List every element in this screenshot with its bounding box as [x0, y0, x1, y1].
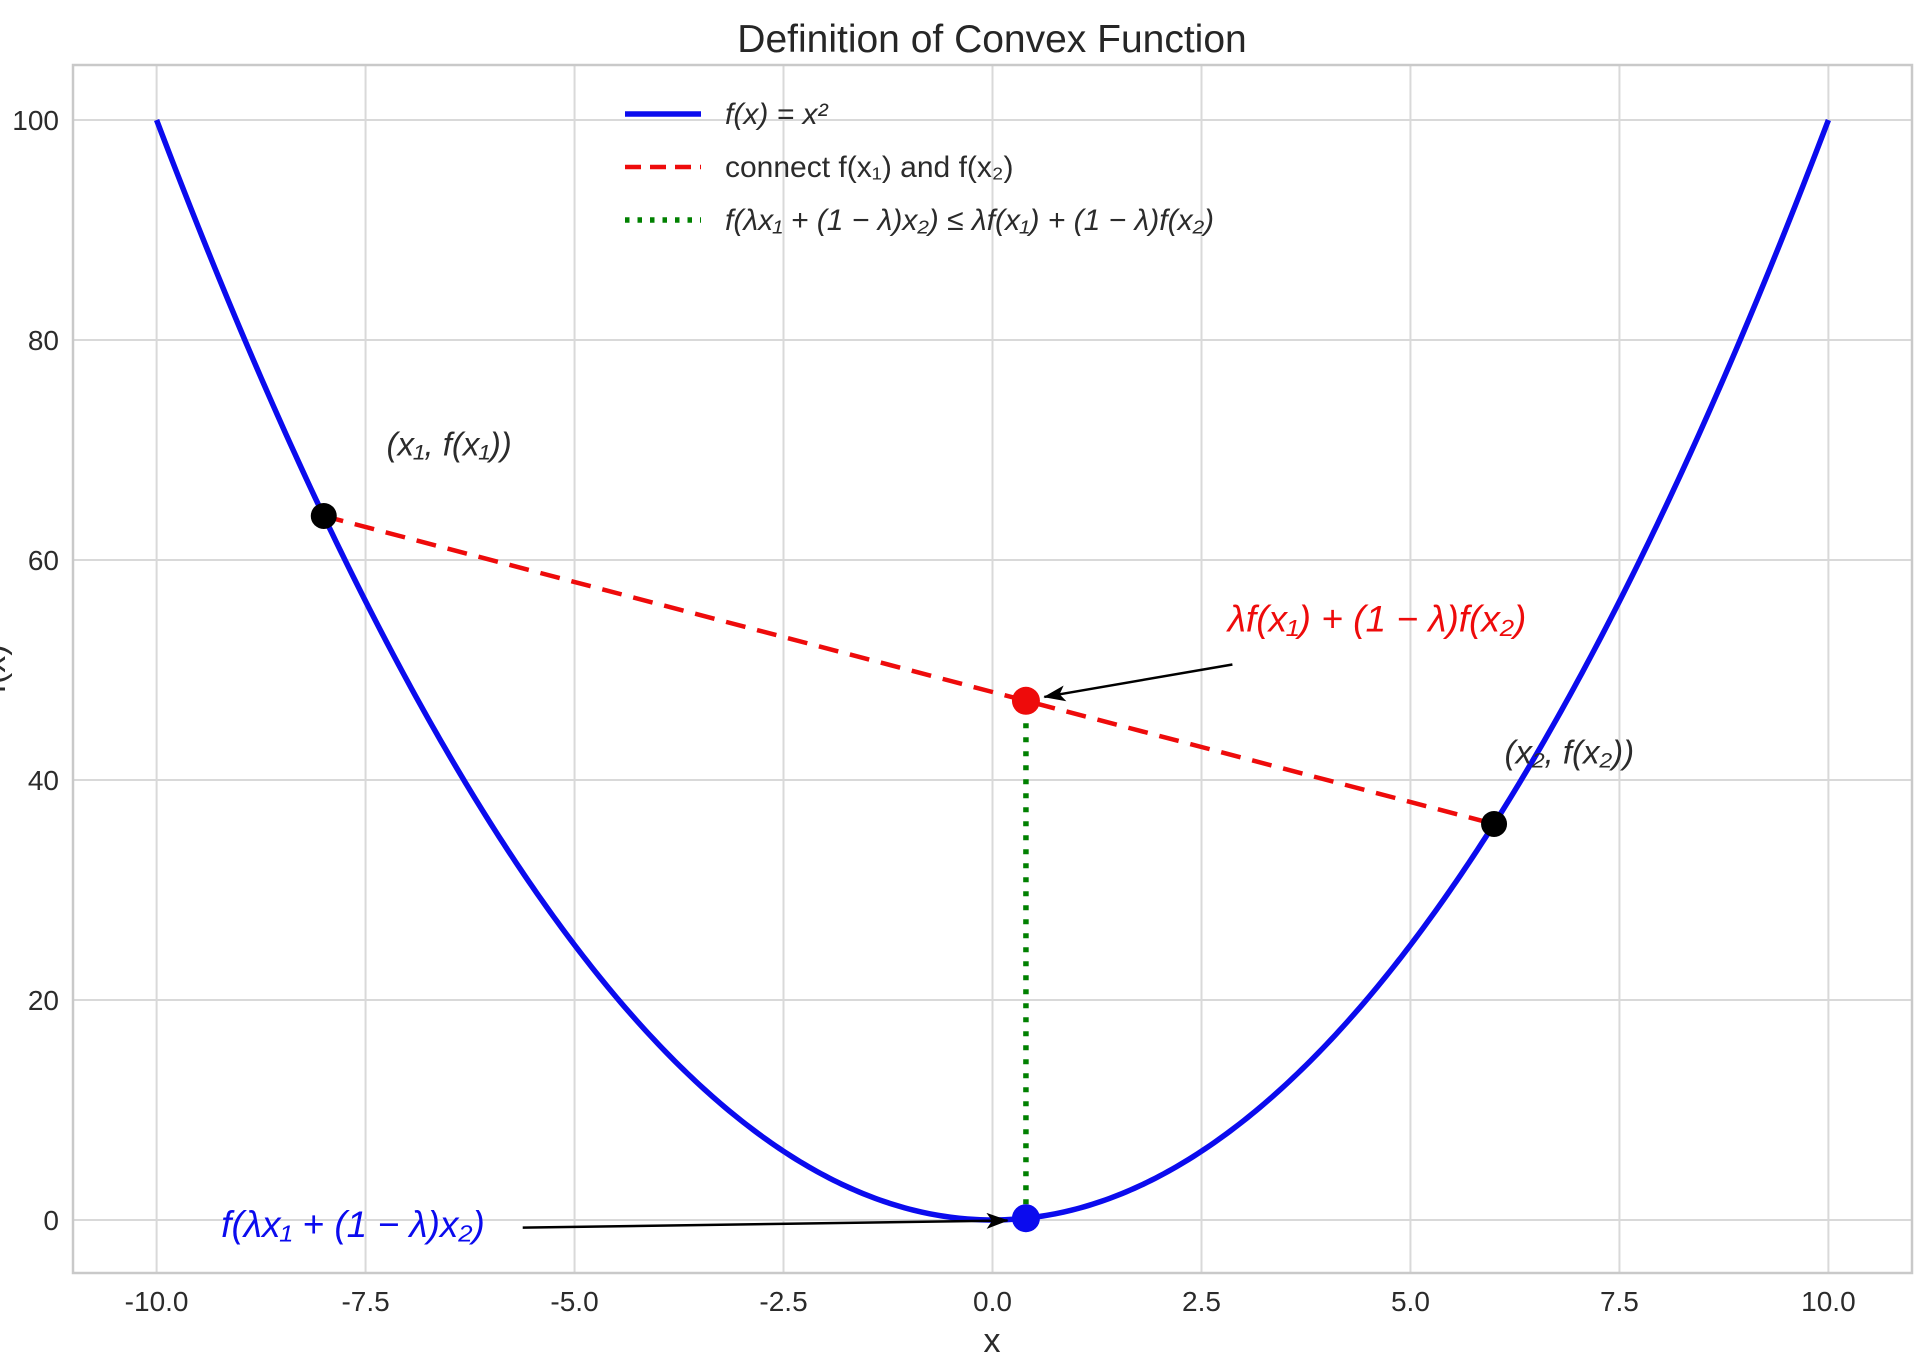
- y-tick-label: 60: [28, 545, 59, 576]
- series-secant-chord: [323, 513, 1495, 827]
- curve-point: [1011, 1204, 1040, 1233]
- gridlines: [73, 65, 1912, 1273]
- x-tick-label: -5.0: [550, 1286, 598, 1317]
- y-tick-label: 40: [28, 765, 59, 796]
- y-tick-label: 20: [28, 985, 59, 1016]
- chart-title: Definition of Convex Function: [737, 18, 1246, 61]
- x-tick-label: -10.0: [125, 1286, 189, 1317]
- key-points: [310, 502, 1508, 1233]
- annotations: (x₁, f(x₁)) (x₂, f(x₂)) λf(x₁) + (1 − λ)f(…: [221, 425, 1634, 1245]
- annotation-arrows: [522, 663, 1233, 1229]
- x-tick-label: 5.0: [1391, 1286, 1430, 1317]
- y-tick-labels: 0 20 40 60 80 100: [12, 105, 59, 1236]
- x-axis-label: x: [984, 1322, 1001, 1360]
- x2-point: [1481, 810, 1508, 837]
- legend-label: f(x) = x²: [725, 98, 829, 131]
- legend-label: connect f(x₁) and f(x₂): [725, 151, 1014, 184]
- x-tick-label: 0.0: [973, 1286, 1012, 1317]
- arrow-to-curve-point: [522, 1212, 1009, 1229]
- x-tick-label: 7.5: [1600, 1286, 1639, 1317]
- axes-spines: [71, 63, 1914, 1275]
- x-tick-labels: -10.0 -7.5 -5.0 -2.5 0.0 2.5 5.0 7.5 10.0: [125, 1286, 1856, 1317]
- y-tick-label: 100: [12, 105, 59, 136]
- x-tick-label: 10.0: [1801, 1286, 1856, 1317]
- x-tick-label: -2.5: [759, 1286, 807, 1317]
- x1-point: [310, 502, 337, 529]
- curve-value-label: f(λx₁ + (1 − λ)x₂): [221, 1204, 485, 1245]
- x2-point-label: (x₂, f(x₂)): [1504, 733, 1634, 770]
- y-tick-label: 0: [43, 1205, 59, 1236]
- chord-value-label: λf(x₁) + (1 − λ)f(x₂): [1226, 598, 1527, 639]
- x-tick-label: -7.5: [341, 1286, 389, 1317]
- legend: f(x) = x² connect f(x₁) and f(x₂) f(λx₁ + …: [625, 98, 1214, 237]
- y-axis-label: f(x): [0, 644, 13, 693]
- chord-point: [1011, 686, 1040, 715]
- x-tick-label: 2.5: [1182, 1286, 1221, 1317]
- x1-point-label: (x₁, f(x₁)): [387, 425, 512, 462]
- legend-label: f(λx₁ + (1 − λ)x₂) ≤ λf(x₁) + (1 − λ)f(x…: [725, 204, 1214, 237]
- y-tick-label: 80: [28, 325, 59, 356]
- arrow-to-chord-point: [1043, 663, 1233, 702]
